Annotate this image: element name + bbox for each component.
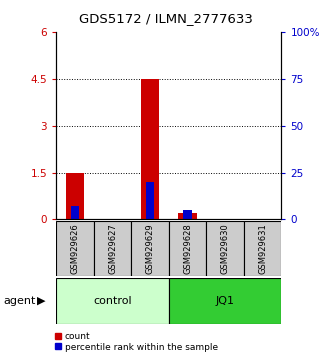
Bar — [71, 206, 79, 219]
Text: agent: agent — [3, 296, 36, 306]
Text: GDS5172 / ILMN_2777633: GDS5172 / ILMN_2777633 — [78, 12, 253, 25]
Bar — [146, 182, 154, 219]
Legend: count, percentile rank within the sample: count, percentile rank within the sample — [54, 332, 218, 352]
Text: GSM929631: GSM929631 — [258, 223, 267, 274]
Text: ▶: ▶ — [37, 296, 46, 306]
Bar — [56, 278, 169, 324]
Text: GSM929630: GSM929630 — [220, 223, 230, 274]
Bar — [66, 172, 84, 219]
Text: control: control — [93, 296, 132, 306]
Text: GSM929628: GSM929628 — [183, 223, 192, 274]
Bar — [169, 221, 206, 276]
Text: JQ1: JQ1 — [215, 296, 235, 306]
Bar — [178, 213, 197, 219]
Bar — [56, 221, 94, 276]
Bar — [94, 221, 131, 276]
Bar — [141, 79, 160, 219]
Bar — [244, 221, 281, 276]
Text: GSM929626: GSM929626 — [71, 223, 79, 274]
Text: GSM929629: GSM929629 — [146, 223, 155, 274]
Bar — [131, 221, 169, 276]
Bar — [206, 221, 244, 276]
Bar — [183, 210, 192, 219]
Text: GSM929627: GSM929627 — [108, 223, 117, 274]
Bar — [169, 278, 281, 324]
